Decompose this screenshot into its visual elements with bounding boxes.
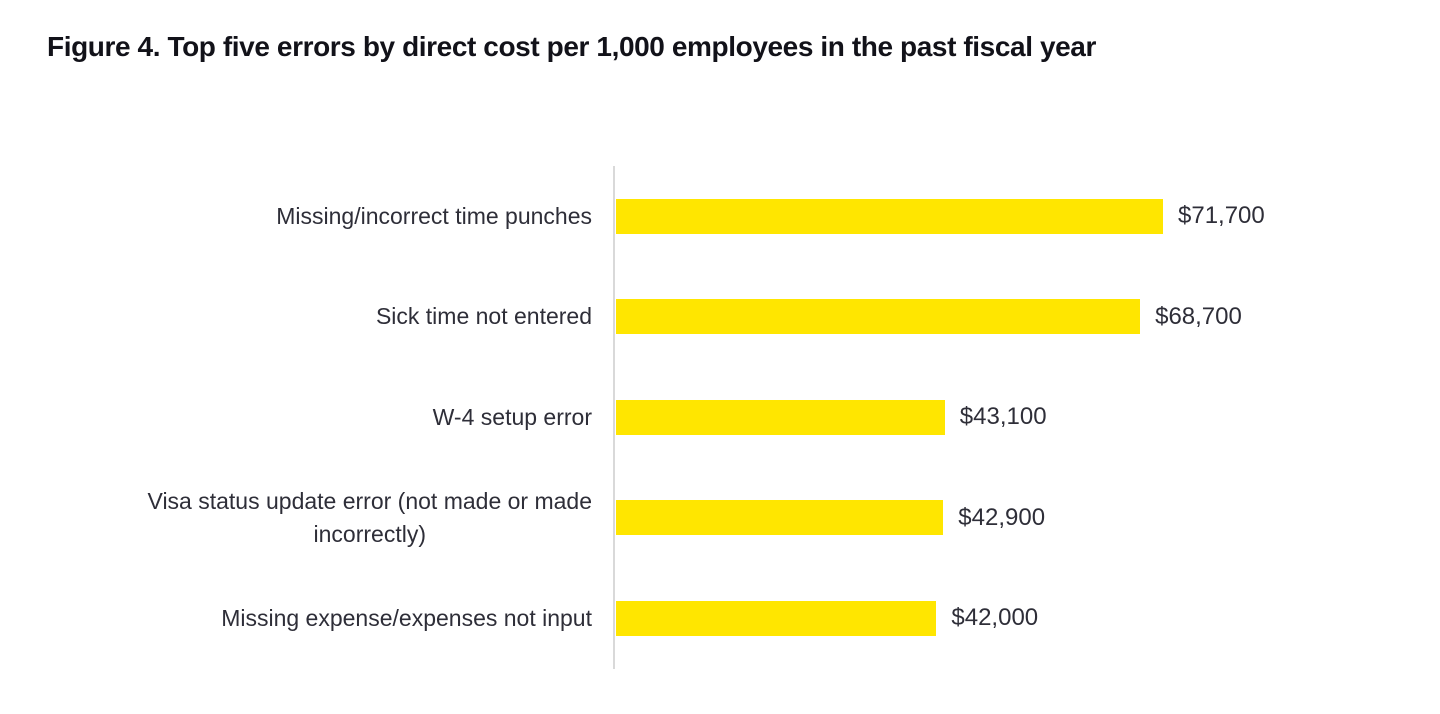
chart-row: W-4 setup error $43,100 <box>0 367 1440 468</box>
category-label-cell: Missing/incorrect time punches <box>0 200 592 233</box>
value-label: $42,000 <box>951 604 1039 632</box>
category-label: Missing expense/expenses not input <box>221 604 592 631</box>
chart-row: Missing/incorrect time punches $71,700 <box>0 166 1440 267</box>
axis-and-bar-zone: $68,700 <box>613 266 1440 367</box>
chart-row: Sick time not entered $68,700 <box>0 266 1440 367</box>
value-bar <box>616 500 944 536</box>
value-label: $71,700 <box>1178 202 1265 230</box>
axis-and-bar-zone: $42,900 <box>613 467 1440 568</box>
value-bar <box>616 399 945 435</box>
axis-and-bar-zone: $42,000 <box>613 568 1440 669</box>
figure-title: Figure 4. Top five errors by direct cost… <box>47 31 1096 62</box>
value-label: $68,700 <box>1155 302 1242 330</box>
value-bar <box>616 600 937 636</box>
bar-chart: Missing/incorrect time punches $71,700 S… <box>0 166 1440 669</box>
category-label: Missing/incorrect time punches <box>276 202 592 229</box>
category-label-cell: W-4 setup error <box>0 401 592 434</box>
category-label-cell: Missing expense/expenses not input <box>0 602 592 635</box>
category-label: Visa status update error (not made or ma… <box>147 487 592 547</box>
value-bar <box>616 198 1163 234</box>
category-label-cell: Sick time not entered <box>0 300 592 333</box>
value-label: $42,900 <box>958 503 1046 531</box>
value-label: $43,100 <box>959 403 1047 431</box>
chart-row: Missing expense/expenses not input $42,0… <box>0 568 1440 669</box>
category-label: Sick time not entered <box>375 303 592 330</box>
axis-and-bar-zone: $71,700 <box>613 166 1440 267</box>
category-label: W-4 setup error <box>432 403 592 430</box>
category-label-cell: Visa status update error (not made or ma… <box>0 485 592 551</box>
axis-and-bar-zone: $43,100 <box>613 367 1440 468</box>
value-bar <box>616 299 1141 335</box>
chart-row: Visa status update error (not made or ma… <box>0 467 1440 568</box>
